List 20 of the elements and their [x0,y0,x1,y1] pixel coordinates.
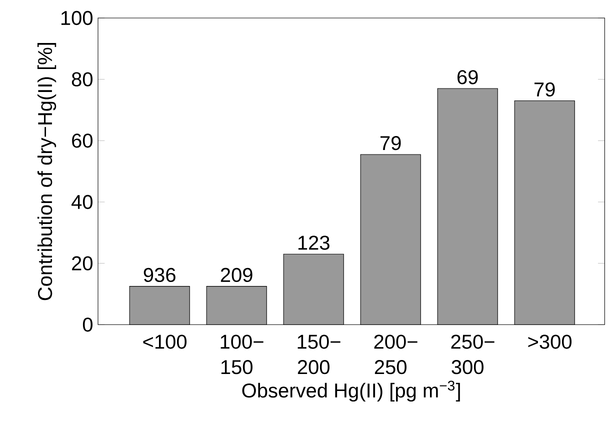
y-tick-label: 60 [72,134,92,148]
x-tick-label: 100− 150 [220,334,264,374]
annotation: 69 [458,70,478,84]
x-axis-title: Observed Hg(II) [pg m$^{−3}$] [242,380,460,402]
x-tick-label: 150− 200 [298,334,340,374]
x-tick-label: <100 [143,334,187,349]
y-tick-label: 100 [61,10,92,26]
y-tick-label: 40 [72,194,92,210]
annotation: 936 [144,268,176,282]
x-tick-label: 250− 300 [451,334,494,374]
annotation: 209 [220,268,252,282]
annotation: 123 [298,236,330,250]
y-axis-title: Contribution of dry−Hg(II) [%] [37,43,56,300]
annotation: 79 [534,82,555,97]
y-tick-label: 20 [72,256,92,270]
y-tick-label: 0 [82,318,92,332]
x-tick-label: >300 [528,334,572,349]
y-tick-label: 80 [72,72,92,86]
x-tick-label: 200− 250 [374,334,418,374]
annotation: 79 [380,136,401,150]
